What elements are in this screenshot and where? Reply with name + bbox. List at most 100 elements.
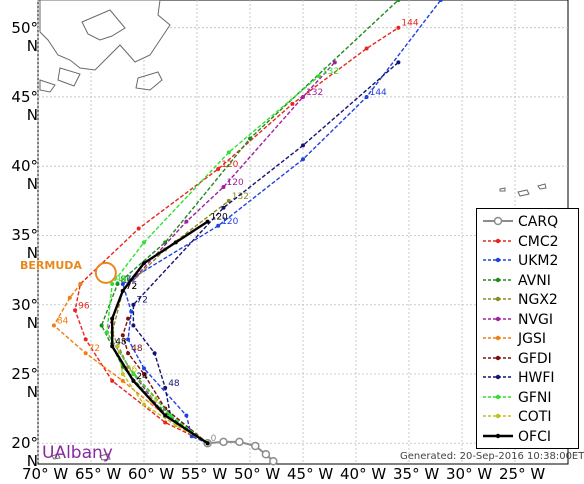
legend-swatch [483, 257, 513, 263]
track-hour-label: 24 [136, 372, 148, 382]
legend-marker [495, 433, 501, 438]
track-point [364, 94, 369, 99]
track-line [106, 75, 320, 444]
legend-label: JGSI [518, 331, 546, 347]
legend-swatch [483, 355, 513, 360]
track-point [142, 261, 146, 266]
legend-label: NGX2 [518, 292, 558, 308]
track-point [221, 184, 226, 189]
track-line [74, 27, 399, 444]
track-point [332, 60, 337, 65]
bermuda-circle [94, 261, 117, 284]
track-point [110, 281, 115, 286]
bermuda-label: BERMUDA [20, 259, 82, 272]
track-point [129, 309, 134, 314]
lon-tick-label: 70° W [22, 465, 69, 483]
track-point [301, 94, 305, 99]
track-hour-label: 96 [115, 275, 127, 285]
track-point [78, 281, 83, 286]
legend-swatch [483, 433, 513, 438]
track-point [142, 371, 146, 376]
track-point [316, 74, 321, 79]
legend-swatch [483, 374, 513, 380]
track-point [73, 308, 78, 313]
track-point [126, 316, 131, 321]
track-point [131, 323, 136, 328]
track-hour-label: 48 [131, 344, 143, 354]
track-point [110, 344, 115, 349]
track-point [301, 143, 305, 148]
track-point [163, 413, 168, 418]
track-point [269, 456, 278, 466]
legend-marker [495, 355, 501, 360]
track-point [120, 371, 125, 376]
track-point [205, 219, 210, 224]
track-point [99, 323, 104, 328]
legend-swatch [483, 394, 513, 399]
track-point [115, 281, 120, 286]
legend-label: CMC2 [518, 233, 559, 250]
legend-swatch [483, 296, 513, 302]
track-hour-label: 72 [126, 282, 137, 292]
track-point [120, 281, 125, 286]
track-point [142, 366, 146, 371]
track-point [126, 351, 131, 356]
track-hour-label: 72 [136, 296, 147, 306]
track-point [168, 413, 173, 418]
legend-item-coti: COTI [477, 408, 578, 426]
track-point [261, 450, 271, 459]
track-hour-label: 36 [126, 365, 138, 375]
legend-label: AVNI [518, 272, 551, 289]
track-line [132, 61, 399, 444]
legend-item-hwfi: HWFI [477, 369, 578, 387]
legend-marker [495, 413, 501, 419]
track-hour-label: 120 [221, 160, 238, 170]
track-point [152, 351, 157, 356]
legend-marker [495, 277, 501, 282]
track-point [364, 46, 369, 51]
track-hour-label: 96 [78, 301, 90, 311]
legend-label: HWFI [518, 370, 555, 386]
track-hour-label: 72 [89, 344, 100, 354]
track-point [438, 0, 443, 2]
track-point [216, 223, 221, 228]
track-point [396, 0, 401, 2]
legend-item-gfni: GFNI [477, 389, 578, 407]
track-point [83, 337, 88, 342]
legend-item-avni: AVNI [477, 272, 578, 290]
legend-marker [495, 238, 501, 243]
track-hour-label: 120 [221, 217, 238, 227]
lat-tick-label: 25° N [11, 364, 38, 401]
track-point [131, 302, 136, 307]
legend-label: COTI [518, 409, 552, 425]
legend-marker [495, 257, 501, 263]
track-point [142, 240, 146, 245]
track-hour-label: 132 [306, 88, 323, 98]
track-point [120, 333, 125, 338]
legend-item-gfdi: GFDI [477, 350, 578, 368]
lon-tick-label: 65° W [75, 465, 122, 483]
track-point [163, 420, 168, 425]
legend-marker [495, 374, 501, 380]
track-point [221, 205, 226, 210]
track-point [51, 323, 56, 328]
track-point [83, 351, 88, 356]
track-hour-label: 0 [211, 434, 217, 444]
legend-item-carq: CARQ [477, 213, 578, 231]
lon-tick-label: 25° W [499, 465, 546, 483]
legend-label: OFCI [518, 428, 551, 445]
track-hour-label: 96 [121, 275, 133, 285]
track-point [184, 219, 189, 224]
legend-marker [493, 216, 503, 226]
lon-tick-label: 60° W [128, 465, 175, 483]
lat-tick-label: 35° N [11, 226, 38, 263]
legend-label: GFDI [518, 350, 552, 367]
legend-item-ngx2: NGX2 [477, 291, 578, 309]
track-point [163, 385, 168, 390]
legend-item-ofci: OFCI [477, 428, 578, 446]
track-point [226, 150, 231, 155]
track-hour-label: 120 [227, 178, 244, 188]
track-hour-label: 132 [322, 67, 339, 77]
forecast-tracks: 0961201447212014496132721201327284484872… [51, 0, 443, 466]
legend-item-cmc2: CMC2 [477, 233, 578, 251]
